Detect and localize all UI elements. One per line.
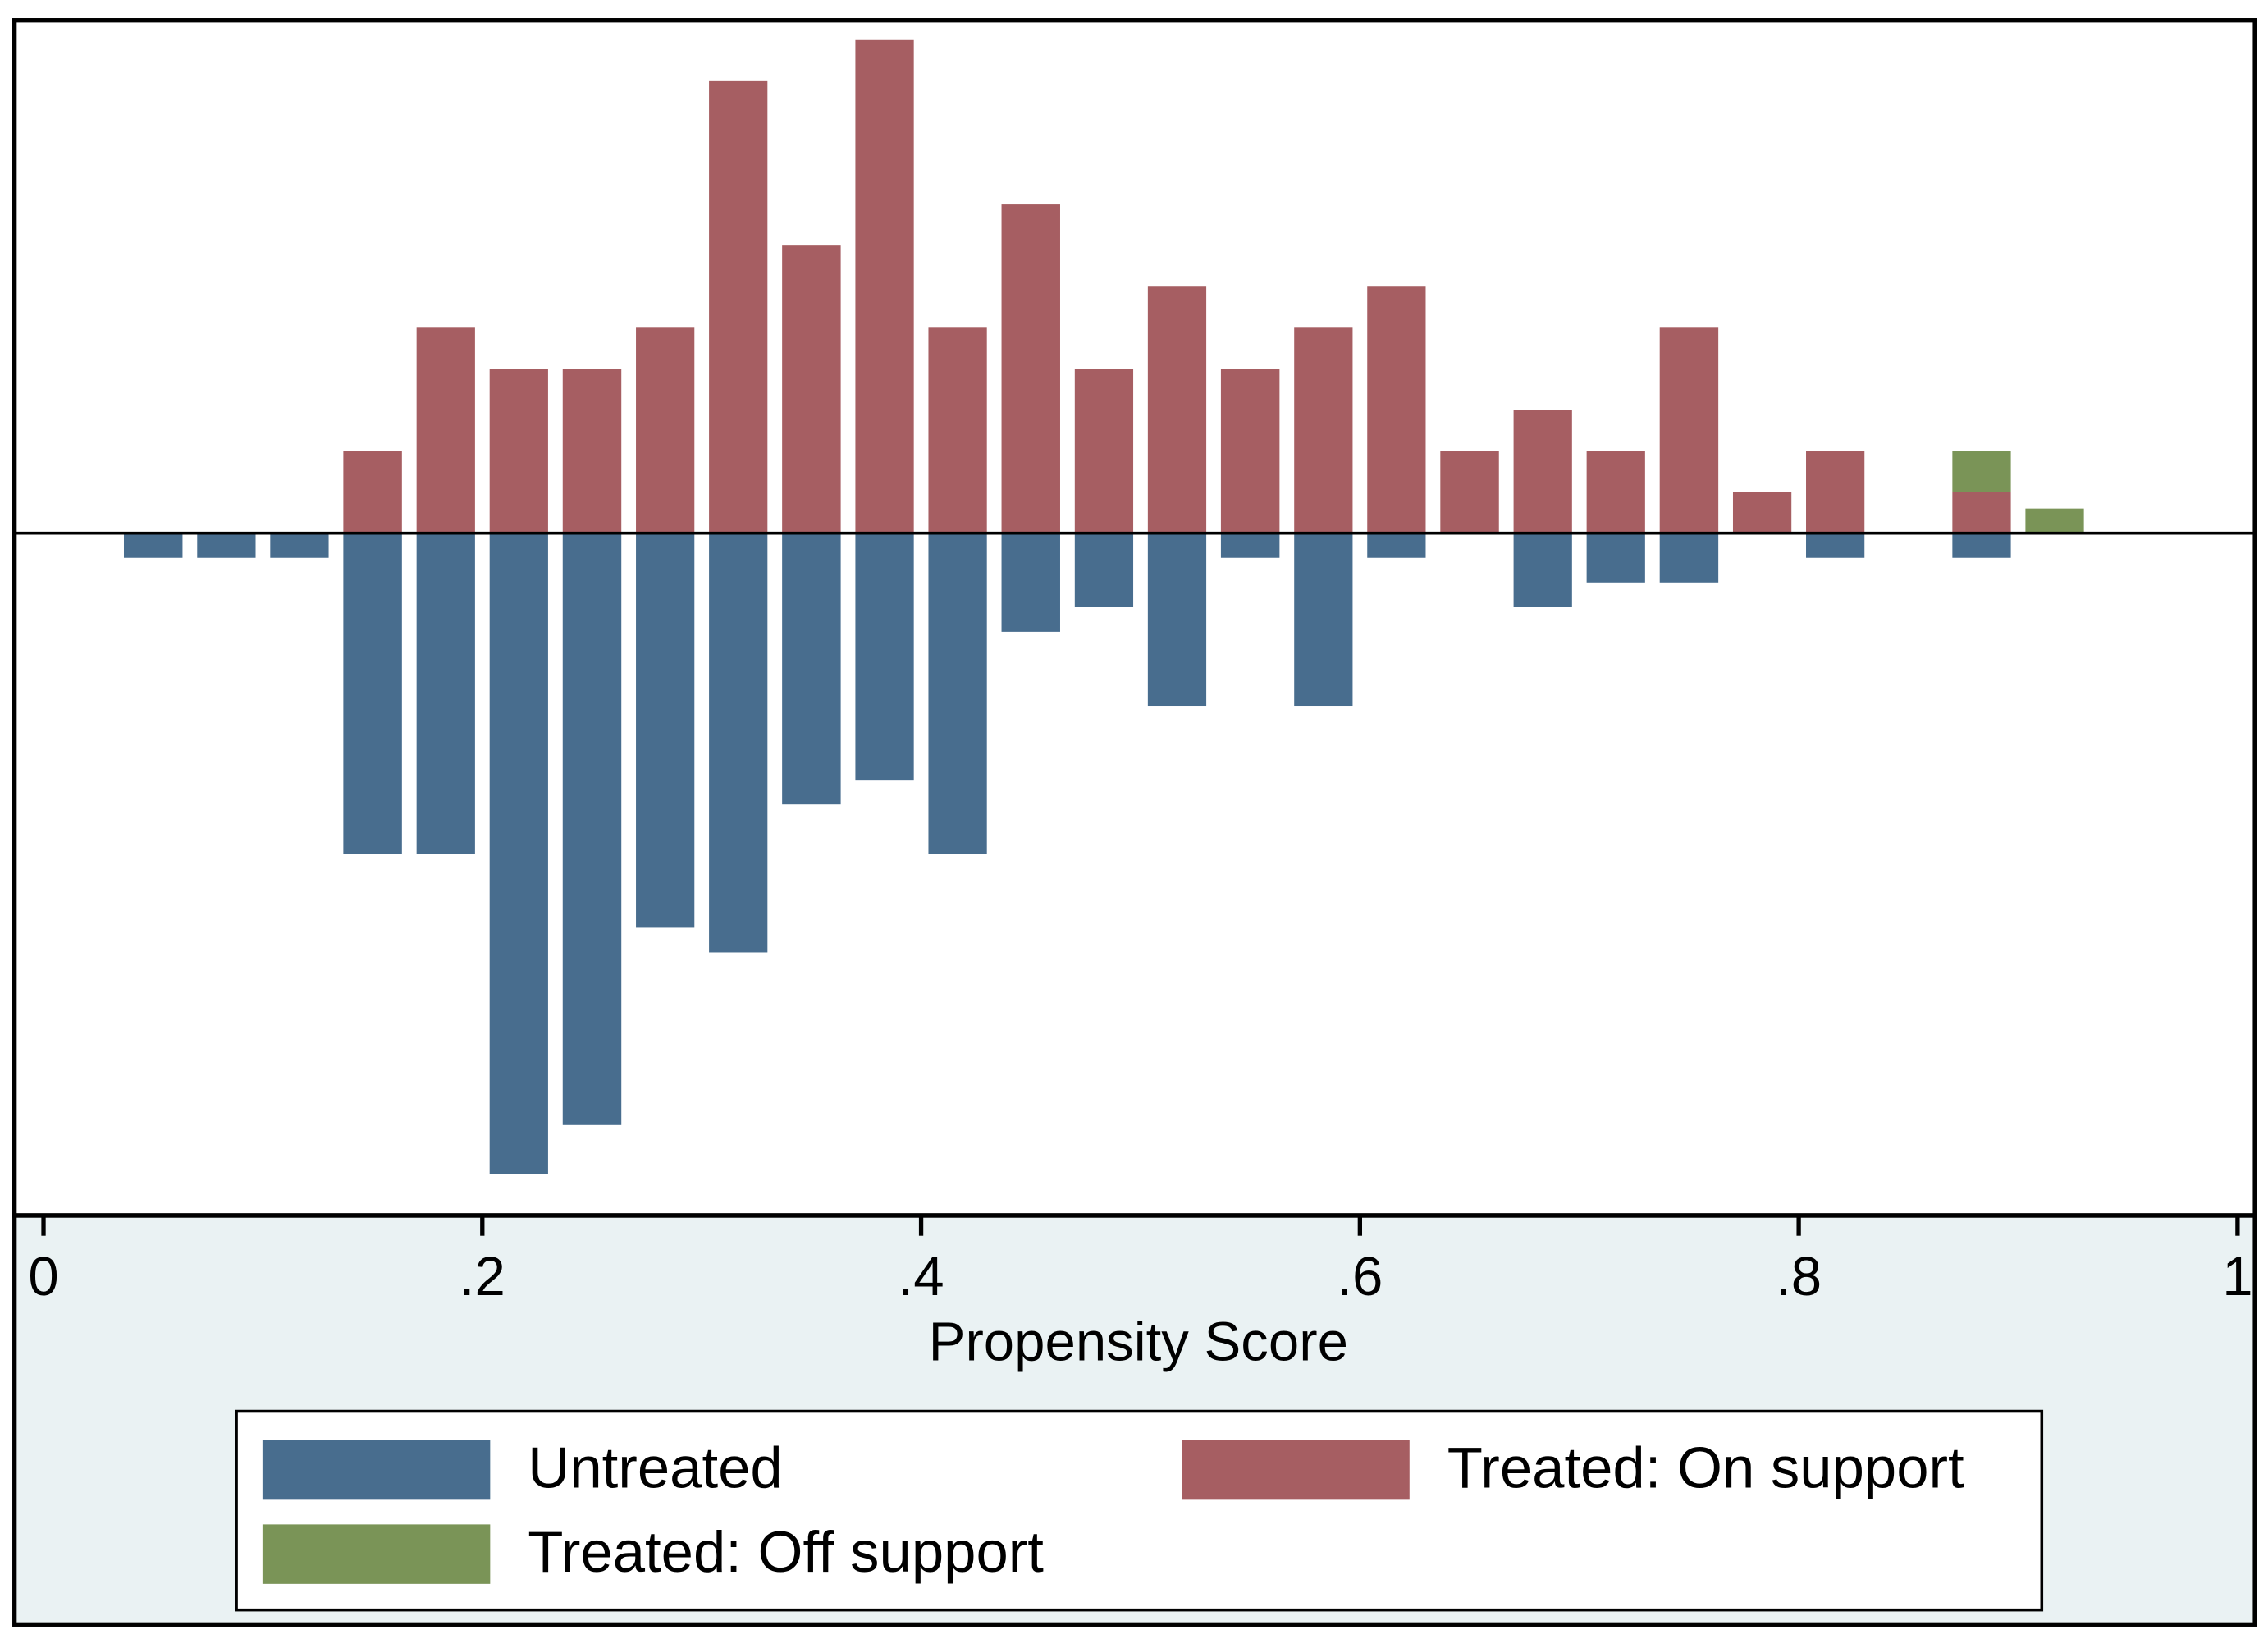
bar <box>782 245 841 533</box>
bar <box>709 80 768 533</box>
bar <box>416 533 475 854</box>
legend-label: Treated: Off support <box>528 1519 1044 1584</box>
bar <box>1294 327 1353 533</box>
bar <box>1367 286 1426 533</box>
bar <box>1586 451 1645 533</box>
bar <box>1659 533 1719 583</box>
bar <box>343 451 402 533</box>
bar <box>562 369 622 533</box>
bar <box>489 533 548 1174</box>
bar <box>636 327 695 533</box>
bar <box>1220 369 1280 533</box>
bar <box>709 533 768 953</box>
bar <box>1074 533 1134 607</box>
bar <box>1294 533 1353 707</box>
x-tick-label: .2 <box>460 1246 505 1307</box>
bar <box>1586 533 1645 583</box>
bar <box>1147 533 1207 707</box>
bar <box>270 533 329 558</box>
bar <box>562 533 622 1125</box>
bar <box>1220 533 1280 558</box>
bar <box>1001 204 1060 533</box>
legend-swatch <box>1182 1440 1410 1500</box>
bar <box>1147 286 1207 533</box>
bar <box>1513 410 1572 533</box>
bar <box>1440 451 1499 533</box>
x-axis-title: Propensity Score <box>929 1312 1348 1373</box>
bar <box>123 533 183 558</box>
bar <box>855 39 914 533</box>
bar <box>1074 369 1134 533</box>
bar <box>928 327 987 533</box>
legend-swatch <box>262 1440 491 1500</box>
legend-label: Treated: On support <box>1447 1435 1964 1499</box>
bar <box>1806 451 1865 533</box>
x-tick-label: .4 <box>899 1246 944 1307</box>
legend-label: Untreated <box>528 1435 782 1499</box>
bar <box>1659 327 1719 533</box>
bar <box>1806 533 1865 558</box>
bar <box>1952 492 2011 533</box>
bar <box>928 533 987 854</box>
bar <box>1001 533 1060 632</box>
bar <box>1952 533 2011 558</box>
bar <box>343 533 402 854</box>
legend <box>235 1409 2044 1612</box>
bar <box>197 533 256 558</box>
bar <box>855 533 914 781</box>
bar <box>2025 508 2084 533</box>
legend-swatch <box>262 1524 491 1584</box>
x-tick-label: .6 <box>1337 1246 1383 1307</box>
x-tick-label: 0 <box>28 1246 58 1307</box>
bar <box>1732 492 1792 533</box>
bar <box>1952 451 2011 492</box>
bar <box>1513 533 1572 607</box>
bar <box>489 369 548 533</box>
bar <box>636 533 695 928</box>
bar <box>1367 533 1426 558</box>
x-tick-label: .8 <box>1776 1246 1822 1307</box>
bar <box>416 327 475 533</box>
bar <box>782 533 841 805</box>
x-tick-label: 1 <box>2222 1246 2252 1307</box>
